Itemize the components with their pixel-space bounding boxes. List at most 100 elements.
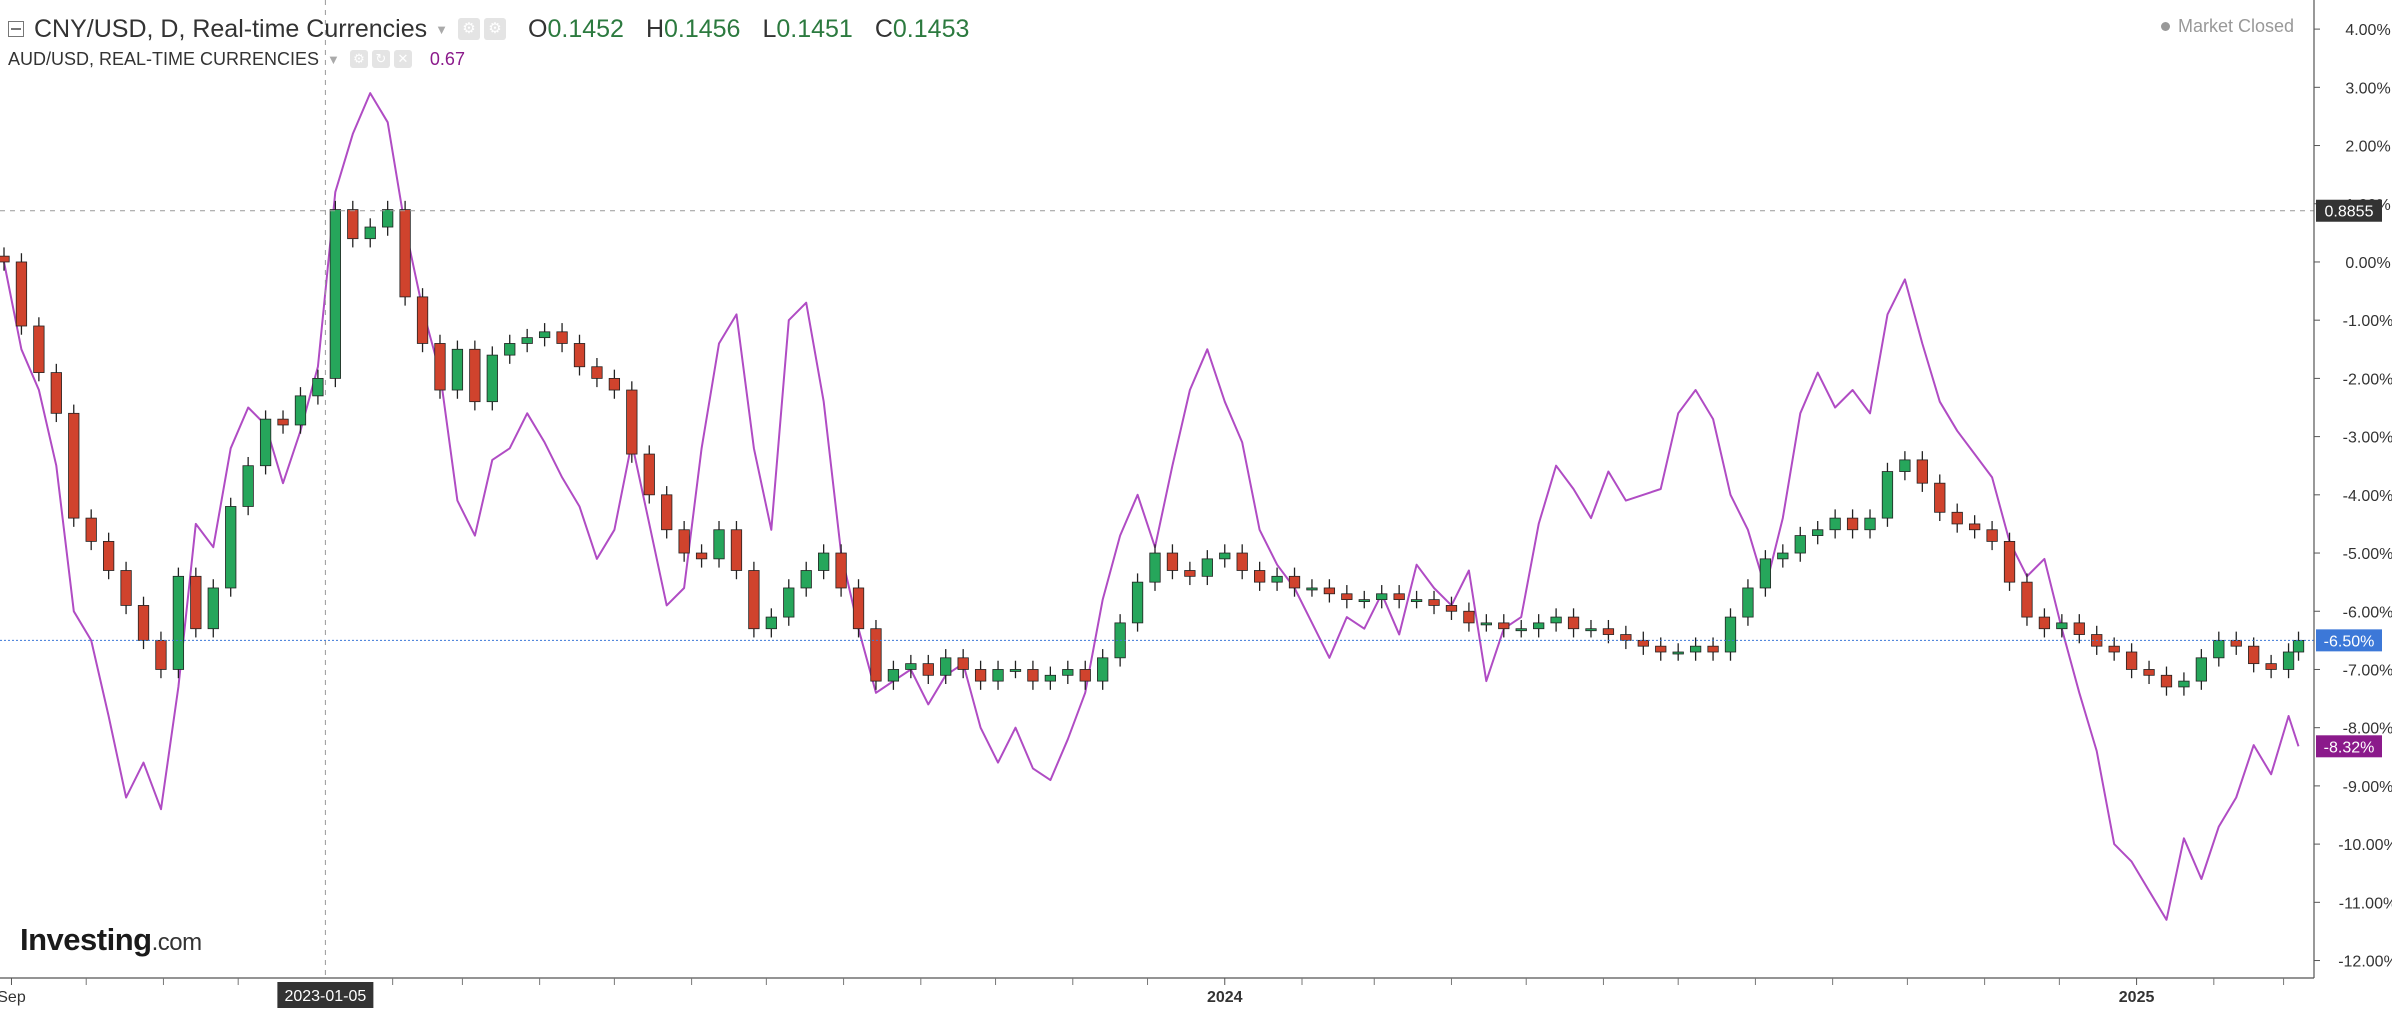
cny-usd-candle — [50, 372, 62, 414]
cny-usd-candle — [469, 348, 481, 403]
cny-usd-candle — [1288, 575, 1301, 589]
cny-usd-candle — [2230, 639, 2242, 647]
aud-last-value-badge-bg — [2316, 735, 2382, 758]
cny-usd-candle — [277, 418, 289, 426]
ohlc-close-label: C — [874, 14, 893, 43]
cny-usd-candle — [416, 296, 429, 344]
x-tick-label: Sep — [0, 989, 26, 1006]
cny-usd-candle — [2265, 663, 2277, 670]
cny-usd-candle — [1550, 616, 1562, 624]
close-icon[interactable]: ✕ — [393, 50, 412, 68]
ohlc-high-value: 0.1456 — [664, 14, 741, 43]
cny-usd-candle — [2178, 680, 2190, 688]
cny-usd-candle — [905, 663, 917, 670]
cny-usd-candle — [2073, 622, 2085, 635]
y-tick-label: -8.00% — [2343, 721, 2392, 738]
y-tick-label: -2.00% — [2343, 371, 2392, 388]
cny-usd-candle — [259, 418, 272, 467]
cny-usd-candle — [852, 587, 865, 630]
cny-usd-candle — [1341, 593, 1353, 601]
cny-usd-candle — [0, 255, 10, 263]
ohlc-low-value: 0.1451 — [776, 14, 853, 43]
y-axis-panel[interactable] — [2315, 0, 2392, 1008]
x-tick-label: 2024 — [1207, 989, 1243, 1006]
cny-usd-candle — [172, 575, 185, 670]
cny-usd-candle — [591, 366, 603, 379]
cny-usd-candle — [573, 343, 586, 368]
ohlc-open-label: O — [528, 14, 548, 43]
cny-usd-candle — [748, 570, 760, 630]
cny-usd-candle — [2021, 581, 2033, 618]
cny-usd-candle — [1567, 616, 1580, 630]
cny-usd-candle — [1759, 558, 1772, 589]
cny-usd-candle — [661, 494, 673, 531]
cny-usd-candle — [1149, 552, 1161, 583]
cny-usd-candle — [626, 389, 638, 455]
cny-usd-candle — [1393, 593, 1405, 601]
cny-usd-candle — [1777, 552, 1789, 560]
cny-usd-candle — [1742, 587, 1754, 618]
cny-usd-candle — [695, 552, 708, 560]
cny-usd-candle — [1044, 674, 1056, 682]
aud-last-value-badge: -8.32% — [2324, 739, 2375, 756]
cny-usd-candle — [1376, 593, 1388, 601]
cny-usd-candle — [1899, 459, 1911, 472]
cny-last-value-badge: -6.50% — [2324, 633, 2375, 650]
cny-usd-candle — [2213, 639, 2225, 659]
y-tick-label: 0.00% — [2345, 255, 2390, 272]
cny-usd-candle — [1986, 529, 1998, 542]
cny-usd-candle — [887, 669, 900, 682]
settings-icon[interactable]: ⚙ — [349, 50, 368, 68]
cny-usd-candle — [1672, 651, 1684, 655]
cny-usd-candle — [1009, 669, 1022, 672]
cny-usd-candle — [2143, 669, 2155, 676]
cny-usd-candle — [434, 343, 446, 391]
cny-usd-candle — [783, 587, 795, 618]
chevron-down-icon[interactable]: ▼ — [435, 21, 449, 37]
chevron-down-icon[interactable]: ▼ — [327, 51, 340, 67]
cny-usd-candle — [1027, 669, 1039, 682]
main-series-legend-row: CNY/USD, D, Real-time Currencies ▼ ⚙ ⚙ O… — [8, 14, 969, 44]
y-tick-label: -6.00% — [2343, 604, 2392, 621]
cny-usd-candle — [1916, 459, 1928, 484]
cny-usd-candle — [137, 605, 150, 641]
cny-usd-candle — [2125, 651, 2138, 670]
cny-usd-candle — [2248, 645, 2260, 665]
cny-usd-candle — [486, 354, 498, 403]
y-tick-label: -4.00% — [2343, 488, 2392, 505]
config-icon[interactable]: ⚙ — [484, 18, 507, 40]
cny-usd-candle — [730, 529, 743, 571]
cny-usd-candle — [1463, 610, 1475, 624]
compare-series-value: 0.67 — [429, 48, 465, 69]
market-status: Market Closed — [2160, 16, 2294, 37]
cny-usd-candle — [1271, 575, 1283, 583]
cny-usd-candle — [1655, 645, 1667, 653]
cny-usd-candle — [957, 657, 969, 670]
cny-usd-candle — [2038, 616, 2051, 630]
cny-usd-candle — [207, 587, 219, 630]
cny-usd-candle — [1358, 599, 1370, 603]
cny-usd-candle — [1201, 558, 1213, 577]
refresh-icon[interactable]: ↻ — [371, 50, 390, 68]
y-tick-label: -12.00% — [2338, 954, 2392, 971]
cny-usd-candle — [1131, 581, 1144, 624]
cny-usd-candle — [2108, 645, 2120, 653]
cny-usd-candle — [1254, 570, 1266, 583]
cny-usd-candle — [992, 669, 1004, 682]
cny-usd-candle — [399, 209, 411, 298]
cny-usd-candle — [818, 552, 830, 571]
cny-usd-candle — [1428, 599, 1440, 606]
cny-usd-candle — [329, 209, 341, 379]
cny-usd-candle — [1934, 482, 1946, 513]
crosshair-date-badge: 2023-01-05 — [284, 988, 366, 1005]
crosshair-price-badge-bg — [2316, 199, 2382, 222]
ohlc-high-label: H — [645, 14, 664, 43]
settings-icon[interactable]: ⚙ — [458, 18, 481, 40]
cny-usd-candle — [1184, 570, 1196, 577]
cny-usd-candle — [1498, 622, 1510, 630]
collapse-legend-icon[interactable] — [8, 21, 24, 37]
y-tick-label: 4.00% — [2345, 22, 2390, 39]
cny-usd-candle — [155, 639, 167, 670]
